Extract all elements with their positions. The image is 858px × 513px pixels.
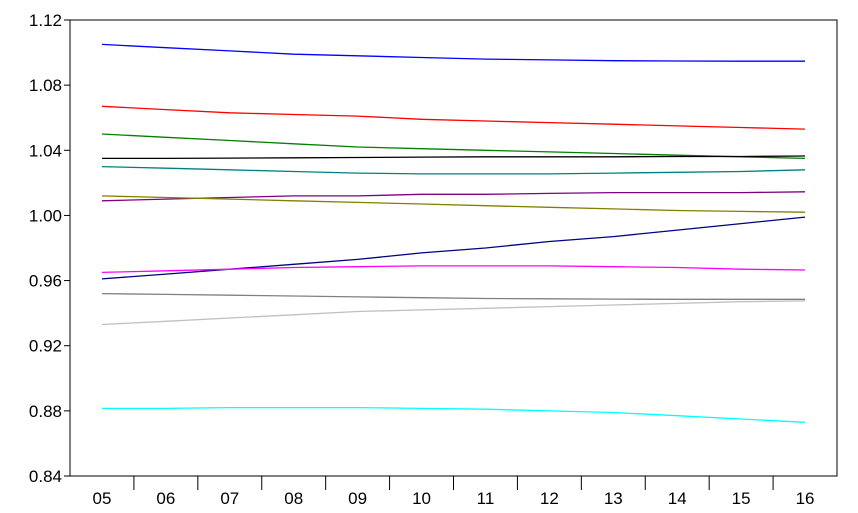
series-line-12	[102, 406, 806, 423]
y-tick-label: 1.04	[29, 141, 62, 160]
x-tick-label: 11	[477, 489, 495, 508]
x-tick-label: 05	[92, 489, 111, 508]
x-tick-label: 12	[540, 489, 559, 508]
series-line-3	[101, 133, 806, 160]
x-tick-label: 07	[220, 489, 239, 508]
series-line-2	[101, 105, 806, 130]
y-tick-label: 0.84	[29, 467, 62, 486]
y-tick-label: 1.12	[29, 11, 62, 30]
series-layer	[101, 43, 806, 423]
x-tick-label: 08	[284, 489, 303, 508]
y-tick-label: 0.96	[29, 272, 62, 291]
y-tick-label: 1.00	[29, 206, 62, 225]
x-tick-label: 13	[604, 489, 623, 508]
series-line-1	[101, 43, 805, 62]
series-line-9	[101, 265, 806, 274]
plot-frame	[69, 19, 838, 477]
series-line-10	[101, 292, 805, 300]
x-tick-label: 10	[412, 489, 431, 508]
x-tick-label: 16	[796, 489, 815, 508]
x-tick-label: 14	[668, 489, 687, 508]
series-line-5	[101, 165, 806, 175]
series-line-11	[101, 300, 806, 326]
y-tick-label: 0.88	[29, 402, 62, 421]
x-tick-label: 15	[732, 489, 751, 508]
x-tick-label: 06	[156, 489, 175, 508]
y-tick-label: 0.92	[29, 337, 62, 356]
series-line-4	[102, 155, 806, 160]
series-line-7	[101, 195, 806, 213]
y-axis-ticks: 0.84 0.88 0.92 0.96 1.00 1.04 1.08 1.12	[29, 11, 70, 486]
x-tick-label: 09	[348, 489, 367, 508]
series-line-6	[101, 191, 806, 202]
y-tick-label: 1.08	[29, 76, 62, 95]
x-axis-ticks: 05 06 07 08 09 10 11 12 13 14 15 16	[92, 476, 815, 508]
